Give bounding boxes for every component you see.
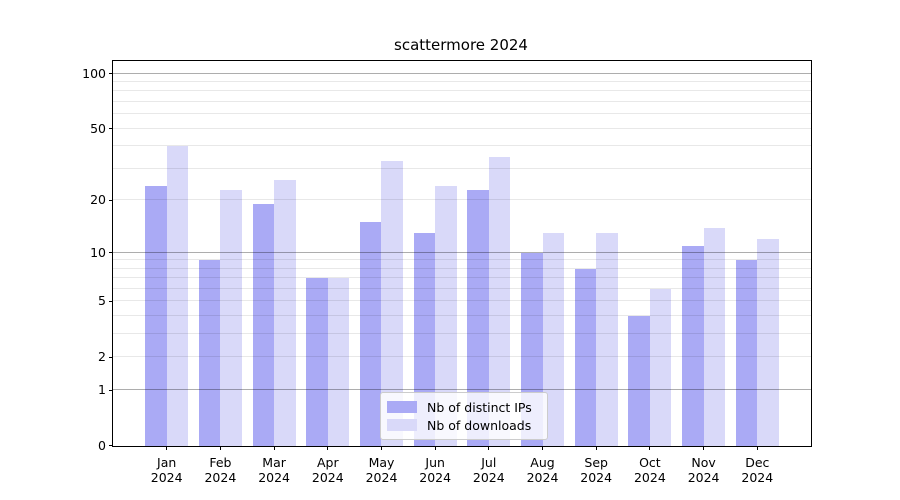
legend-swatch-downloads: [387, 419, 417, 431]
x-axis-tick: [273, 446, 275, 450]
y-axis-tick-label: 2: [98, 349, 106, 365]
bar-distinct-ips-jan: [145, 186, 167, 446]
x-axis-tick: [434, 446, 436, 450]
x-axis-tick: [703, 446, 705, 450]
y-axis-tick-label: 5: [98, 293, 106, 309]
x-axis-tick: [380, 446, 383, 450]
bar-downloads-nov: [703, 227, 726, 446]
x-axis-tick-label: Aug 2024: [526, 455, 559, 485]
bar-downloads-mar: [274, 180, 296, 446]
legend-swatch-distinct-ips: [387, 401, 417, 413]
x-axis-tick-label: Jul 2024: [472, 455, 505, 485]
legend: Nb of distinct IPs Nb of downloads: [380, 392, 548, 440]
minor-gridline: [113, 145, 811, 147]
major-gridline: [113, 389, 811, 391]
x-axis-tick-label: Sep 2024: [580, 455, 613, 485]
x-axis-tick-label: Jun 2024: [419, 455, 452, 485]
bar-downloads-dec: [757, 239, 779, 446]
y-axis-tick-label: 20: [90, 192, 106, 208]
minor-gridline: [113, 277, 811, 279]
bar-downloads-jan: [166, 146, 189, 446]
bar-downloads-feb: [220, 189, 242, 446]
minor-gridline: [113, 101, 811, 102]
bar-distinct-ips-apr: [306, 278, 328, 446]
chart-title: scattermore 2024: [394, 36, 528, 54]
x-axis-tick: [219, 446, 221, 450]
legend-item-downloads: Nb of downloads: [387, 416, 541, 434]
y-axis-tick-label: 1: [98, 382, 106, 398]
legend-label: Nb of distinct IPs: [427, 399, 532, 415]
minor-gridline: [113, 259, 811, 261]
x-axis-tick: [488, 446, 490, 450]
minor-gridline: [113, 113, 811, 115]
bar-distinct-ips-jul: [467, 189, 489, 446]
bar-downloads-apr: [327, 278, 350, 446]
bar-distinct-ips-nov: [682, 245, 704, 446]
x-axis-tick-label: Mar 2024: [258, 455, 290, 485]
major-gridline: [113, 251, 811, 253]
y-axis-tick: [109, 389, 113, 391]
legend-item-distinct-ips: Nb of distinct IPs: [387, 398, 541, 416]
bar-downloads-jul: [488, 156, 511, 446]
y-axis-tick: [109, 128, 113, 130]
x-axis-tick: [327, 446, 329, 450]
x-axis-tick-label: Nov 2024: [687, 455, 720, 485]
x-axis-tick-label: May 2024: [365, 455, 398, 485]
minor-gridline: [113, 288, 811, 289]
bar-downloads-jun: [435, 186, 457, 446]
bar-downloads-may: [381, 161, 403, 446]
major-gridline: [113, 72, 811, 74]
bar-distinct-ips-oct: [628, 316, 650, 446]
x-axis-tick-label: Oct 2024: [633, 455, 666, 485]
y-axis-tick-label: 100: [82, 65, 106, 81]
bar-distinct-ips-sep: [574, 268, 597, 446]
y-axis-tick: [109, 73, 113, 75]
x-axis-tick-label: Jan 2024: [150, 455, 183, 485]
minor-gridline: [113, 81, 811, 82]
bar-downloads-oct: [649, 289, 672, 446]
x-axis-tick-label: Apr 2024: [311, 455, 344, 485]
minor-gridline: [113, 356, 811, 358]
y-axis-tick: [109, 444, 113, 446]
minor-gridline: [113, 90, 811, 92]
y-axis-tick-label: 0: [98, 438, 106, 453]
bar-distinct-ips-may: [359, 222, 382, 446]
x-axis-tick-label: Dec 2024: [741, 455, 774, 485]
x-axis-tick: [649, 446, 651, 450]
minor-gridline: [113, 315, 811, 317]
y-axis-tick: [109, 300, 113, 302]
minor-gridline: [113, 333, 811, 335]
x-axis-tick-label: Feb 2024: [204, 455, 237, 485]
y-axis-tick-label: 10: [90, 244, 106, 260]
y-axis-tick: [109, 199, 113, 201]
bar-distinct-ips-feb: [198, 260, 221, 446]
minor-gridline: [113, 199, 811, 201]
y-axis-tick-label: 50: [90, 120, 106, 136]
x-axis-tick: [595, 446, 597, 450]
y-axis-tick: [109, 356, 113, 358]
plot-area: Nb of distinct IPs Nb of downloads 0 1 2 5 1…: [82, 60, 812, 485]
bar-downloads-sep: [596, 233, 618, 446]
minor-gridline: [113, 300, 811, 302]
minor-gridline: [113, 167, 811, 169]
minor-gridline: [113, 267, 811, 269]
y-axis-tick: [109, 251, 113, 254]
bar-distinct-ips-mar: [252, 204, 275, 446]
x-axis-tick: [541, 446, 544, 450]
minor-gridline: [113, 127, 811, 129]
bar-downloads-aug: [542, 233, 565, 446]
legend-label: Nb of downloads: [427, 417, 532, 433]
x-axis-tick: [166, 446, 168, 450]
x-axis-tick: [756, 446, 758, 450]
bar-distinct-ips-dec: [735, 260, 758, 446]
